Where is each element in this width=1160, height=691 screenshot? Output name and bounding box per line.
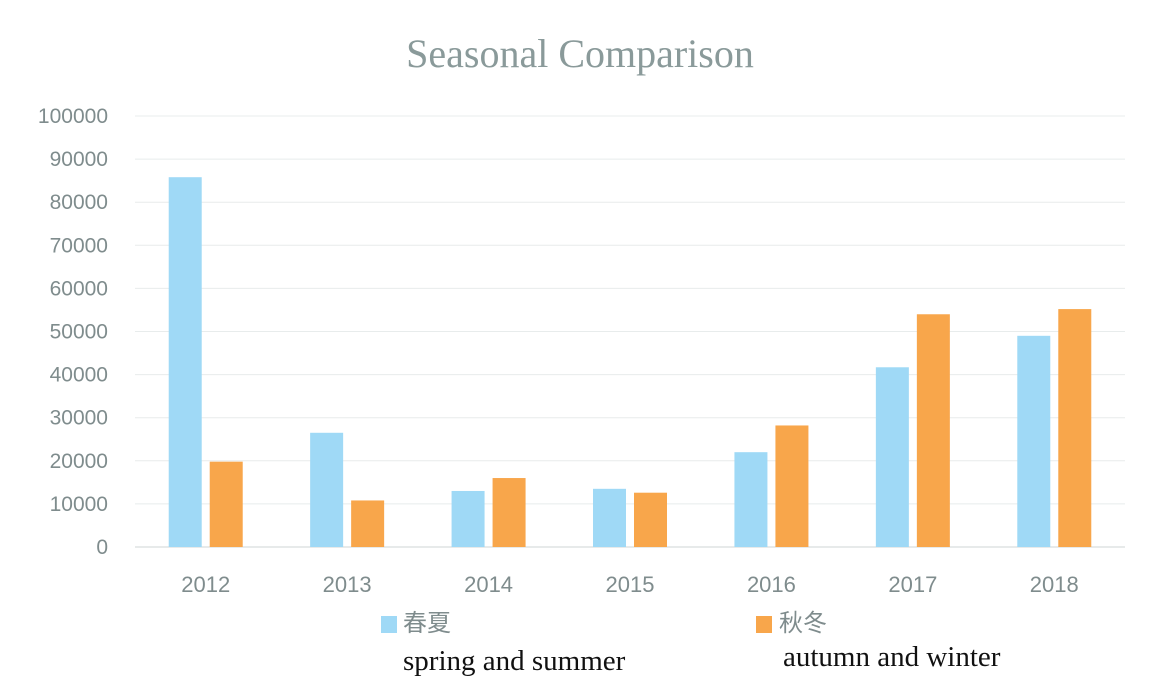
legend-label-autumn-winter-en: autumn and winter [783,641,1001,673]
y-tick-label: 80000 [50,191,108,214]
bar-autumn-winter-2018 [1058,309,1092,547]
bar-autumn-winter-2014 [492,478,526,547]
bar-autumn-winter-2016 [775,425,809,547]
y-tick-label: 20000 [50,450,108,473]
x-tick-label: 2014 [464,572,513,597]
x-axis-ticks: 2012 2013 2014 2015 2016 2017 2018 [181,572,1079,597]
y-tick-label: 70000 [50,234,108,257]
y-axis-ticks: 0 10000 20000 30000 40000 50000 60000 70000 8000… [38,105,108,559]
chart-title: Seasonal Comparison [406,31,754,76]
x-tick-label: 2013 [323,572,372,597]
y-tick-label: 0 [96,536,108,559]
y-tick-label: 30000 [50,407,108,430]
bar-spring-summer-2018 [1017,335,1051,547]
bar-autumn-winter-2012 [209,461,243,547]
y-tick-label: 100000 [38,105,108,128]
y-tick-label: 40000 [50,364,108,387]
legend-label-autumn-winter: 秋冬 [779,609,827,637]
x-tick-label: 2016 [747,572,796,597]
y-tick-label: 10000 [50,493,108,516]
bar-autumn-winter-2013 [351,500,385,547]
bar-spring-summer-2015 [593,488,626,547]
legend-swatch-autumn-winter [756,616,772,633]
legend: 春夏 spring and summer 秋冬 autumn and winte… [381,609,1001,677]
y-tick-label: 50000 [50,321,108,344]
legend-label-spring-summer-en: spring and summer [403,645,626,677]
x-tick-label: 2015 [606,572,655,597]
y-tick-label: 90000 [50,148,108,171]
legend-label-spring-summer: 春夏 [403,609,451,637]
bar-spring-summer-2012 [168,177,202,547]
bar-spring-summer-2017 [875,367,909,547]
y-tick-label: 60000 [50,277,108,300]
x-tick-label: 2012 [181,572,230,597]
legend-swatch-spring-summer [381,616,397,633]
bar-autumn-winter-2015 [634,492,667,547]
bar-spring-summer-2016 [734,452,768,547]
bars [168,177,1092,547]
gridlines [135,115,1125,548]
x-tick-label: 2018 [1030,572,1079,597]
bar-spring-summer-2014 [451,490,485,547]
bar-autumn-winter-2017 [916,314,950,547]
x-tick-label: 2017 [888,572,937,597]
bar-spring-summer-2013 [310,432,344,547]
